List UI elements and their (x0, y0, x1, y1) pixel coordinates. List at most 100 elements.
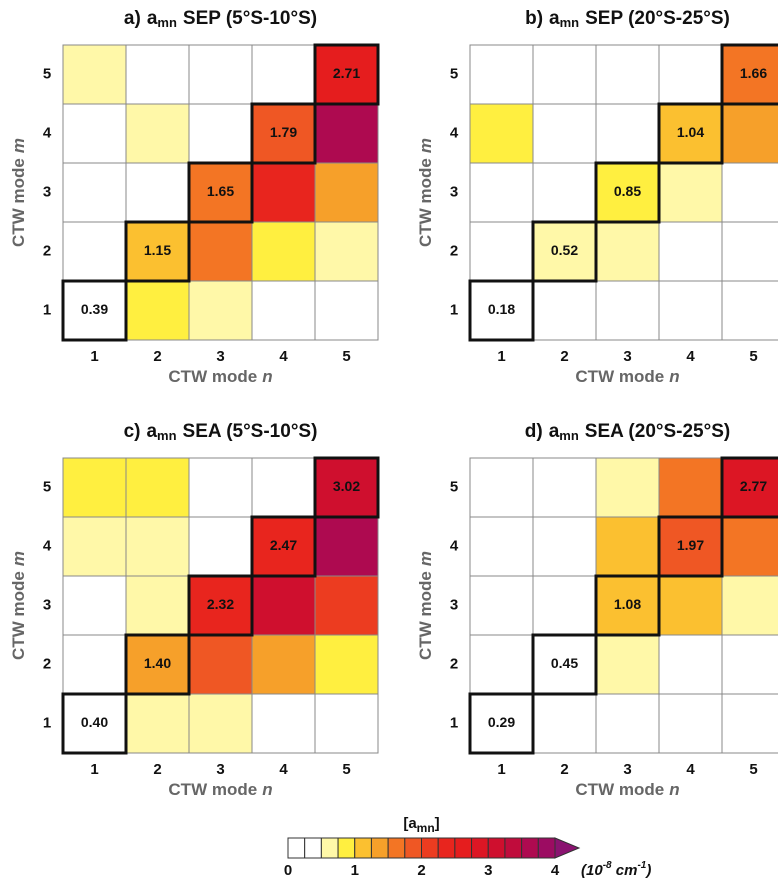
y-tick-label: 2 (43, 242, 51, 259)
cell-label: 0.18 (488, 301, 515, 317)
colorbar-title-main: [a (403, 815, 417, 832)
symbol: a (146, 421, 157, 442)
cell (595, 457, 660, 518)
colorbar-bin (287, 837, 306, 859)
colorbar-bin (537, 837, 556, 859)
y-axis-var: m (9, 551, 28, 566)
cell-label: 1.40 (144, 655, 171, 671)
diagonal-border (124, 220, 191, 283)
cell (62, 280, 127, 341)
cell (251, 634, 316, 695)
colorbar-tick-label: 1 (351, 862, 359, 879)
cell (314, 634, 379, 695)
cell (658, 634, 723, 695)
cell (62, 516, 127, 577)
cell-label: 1.15 (144, 242, 171, 258)
cell (658, 162, 723, 223)
y-axis-text: CTW mode (416, 571, 435, 660)
cell (188, 103, 253, 164)
cell (595, 44, 660, 105)
cell (125, 516, 190, 577)
y-axis-label: CTW mode m (416, 551, 435, 660)
cell (658, 457, 723, 518)
colorbar-title-end: ] (435, 815, 440, 832)
cell (188, 457, 253, 518)
x-axis-var: n (669, 780, 679, 799)
panel-letter: b) (525, 8, 543, 29)
cell-label: 1.66 (740, 65, 767, 81)
cell (62, 44, 127, 105)
cell (532, 103, 597, 164)
cell (721, 693, 778, 754)
cell (188, 634, 253, 695)
subscript: mn (157, 15, 177, 30)
cell-label: 1.04 (677, 124, 704, 140)
colorbar-bin (454, 837, 473, 859)
cell (314, 221, 379, 282)
colorbar-units: (10-8 cm-1) (581, 860, 651, 879)
x-tick-label: 4 (686, 348, 695, 365)
x-axis-text: CTW mode (575, 367, 664, 386)
colorbar-tick-label: 4 (551, 862, 560, 879)
unit-part: (10 (581, 862, 603, 879)
x-tick-label: 1 (90, 348, 98, 365)
x-tick-label: 2 (560, 348, 568, 365)
panel-title: d) amn SEA (20°S-25°S) (525, 421, 730, 443)
cell (721, 516, 778, 577)
panel-title: c) amn SEA (5°S-10°S) (124, 421, 318, 443)
colorbar-tick-label: 3 (484, 862, 492, 879)
diagonal-border (187, 574, 254, 637)
cell (658, 693, 723, 754)
x-tick-label: 5 (342, 761, 350, 778)
cell (532, 693, 597, 754)
cell (469, 162, 534, 223)
cell (62, 162, 127, 223)
cell (125, 457, 190, 518)
x-axis-var: n (262, 367, 272, 386)
panel-letter: d) (525, 421, 543, 442)
cell (251, 575, 316, 636)
cell (721, 457, 778, 518)
y-tick-label: 2 (43, 655, 51, 672)
region: SEP (5°S-10°S) (183, 8, 317, 29)
colorbar-bin (320, 837, 339, 859)
y-tick-label: 2 (450, 242, 458, 259)
cell (532, 516, 597, 577)
y-tick-label: 3 (450, 596, 458, 613)
cell-label: 1.08 (614, 596, 641, 612)
cell (595, 634, 660, 695)
cell (314, 162, 379, 223)
y-tick-label: 4 (43, 124, 52, 141)
x-tick-label: 4 (686, 761, 695, 778)
colorbar-tick-label: 2 (417, 862, 425, 879)
diagonal-border (313, 456, 380, 519)
y-tick-label: 3 (43, 596, 51, 613)
cell (532, 162, 597, 223)
cell (125, 162, 190, 223)
region: SEA (20°S-25°S) (585, 421, 730, 442)
cell-label: 0.39 (81, 301, 108, 317)
diagonal-border (61, 279, 128, 342)
y-axis-label: CTW mode m (9, 138, 28, 247)
y-tick-label: 5 (43, 65, 51, 82)
cell (314, 280, 379, 341)
diagonal-border (720, 43, 778, 106)
diagonal-border (657, 102, 724, 165)
cell-label: 1.79 (270, 124, 297, 140)
cell (721, 103, 778, 164)
y-tick-label: 4 (450, 537, 459, 554)
colorbar-bin (504, 837, 523, 859)
cell (469, 457, 534, 518)
x-axis-text: CTW mode (575, 780, 664, 799)
colorbar-title: [amn] (403, 815, 439, 835)
diagonal-border (531, 220, 598, 283)
cell (721, 575, 778, 636)
x-tick-label: 4 (279, 761, 288, 778)
cell (658, 44, 723, 105)
y-axis-text: CTW mode (9, 571, 28, 660)
y-axis-var: m (416, 138, 435, 153)
cell (251, 693, 316, 754)
cell (469, 575, 534, 636)
cell (62, 634, 127, 695)
